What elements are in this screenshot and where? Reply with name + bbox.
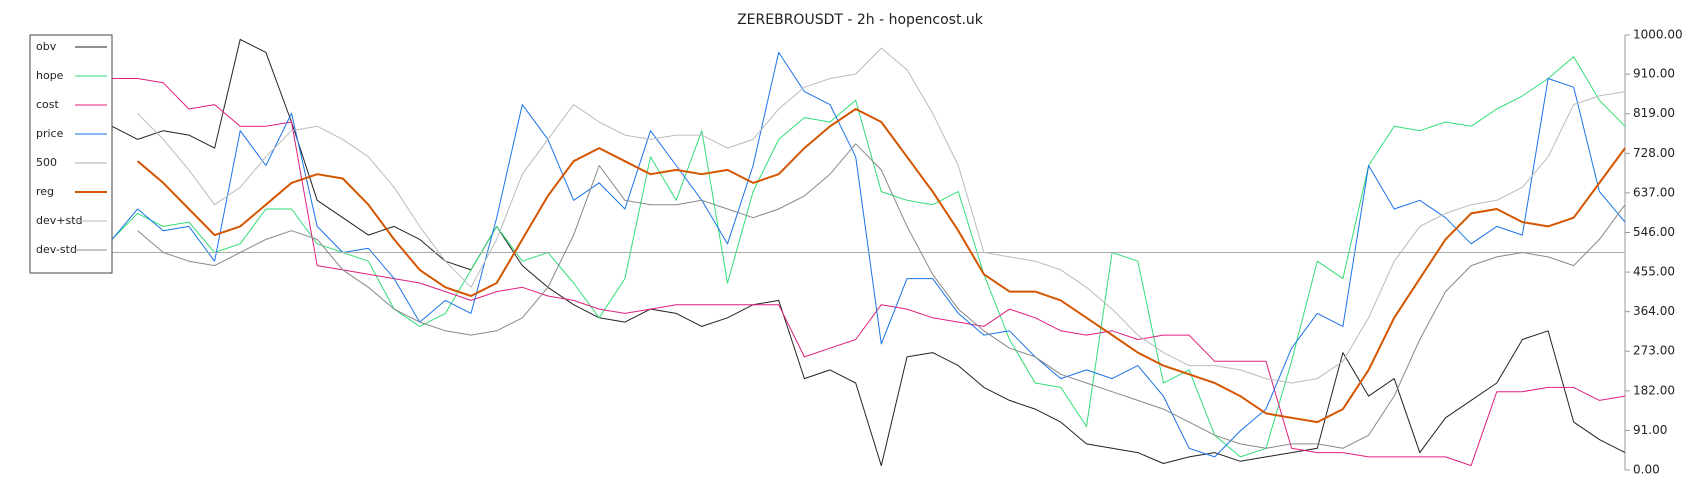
y-tick-label: 364.00 [1633,304,1675,318]
series-line [137,47,1626,384]
series-line [136,108,1626,424]
legend-label: price [36,127,64,140]
y-tick-label: 0.00 [1633,463,1660,477]
y-tick-label: 728.00 [1633,146,1675,160]
legend-label: cost [36,98,60,111]
series-line [112,78,1626,467]
y-tick-label: 455.00 [1633,265,1675,279]
series-line [111,38,1626,467]
series-line [111,51,1626,458]
legend-label: obv [36,40,57,53]
y-tick-label: 1000.00 [1633,28,1683,42]
series-line [111,56,1626,458]
legend-label: dev-std [36,243,77,256]
chart-title: ZEREBROUSDT - 2h - hopencost.uk [737,12,984,28]
y-tick-label: 273.00 [1633,344,1675,358]
legend-box [29,34,113,274]
y-tick-label: 637.00 [1633,185,1675,199]
series-line [137,143,1626,449]
y-tick-label: 910.00 [1633,67,1675,81]
y-tick-label: 546.00 [1633,225,1675,239]
y-tick-label: 819.00 [1633,106,1675,120]
legend-label: dev+std [36,214,83,227]
legend-label: 500 [36,156,57,169]
y-tick-label: 182.00 [1633,383,1675,397]
y-tick-label: 91.00 [1633,423,1667,437]
legend-label: hope [36,69,64,82]
legend-label: reg [36,185,54,198]
